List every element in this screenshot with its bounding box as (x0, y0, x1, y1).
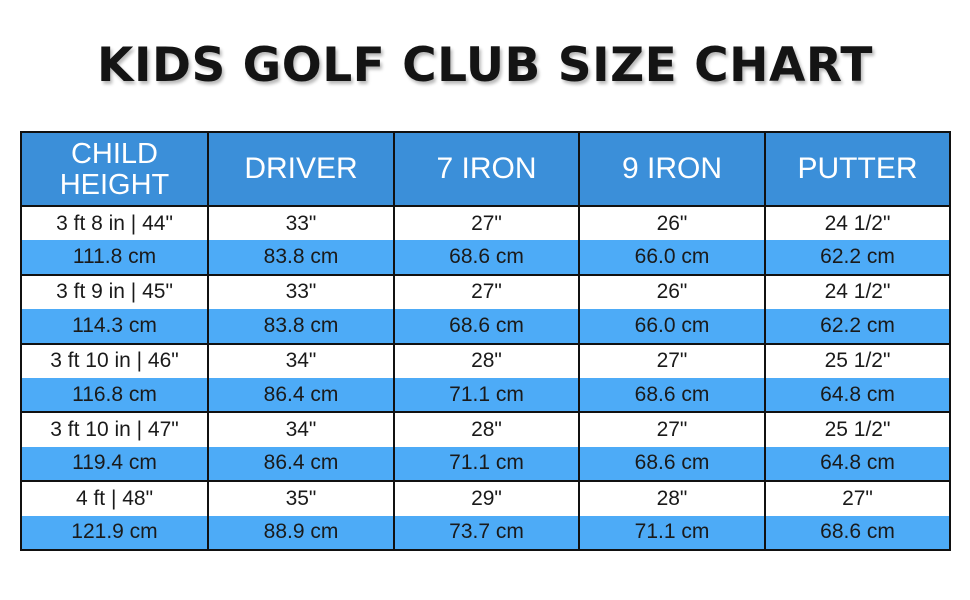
cell-7-iron-imperial: 27" (393, 273, 580, 310)
cell-driver-imperial: 34" (207, 411, 395, 447)
cell-9-iron-metric: 71.1 cm (578, 515, 766, 552)
cell-height-imperial: 3 ft 8 in | 44" (20, 204, 209, 241)
table-row-metric: 114.3 cm 83.8 cm 68.6 cm 66.0 cm 62.2 cm (20, 309, 951, 345)
cell-7-iron-metric: 73.7 cm (393, 515, 580, 552)
table-row-imperial: 4 ft | 48" 35" 29" 28" 27" (20, 480, 951, 516)
table-row-metric: 116.8 cm 86.4 cm 71.1 cm 68.6 cm 64.8 cm (20, 377, 951, 414)
chart-title: KIDS GOLF CLUB SIZE CHART (97, 38, 873, 93)
cell-height-metric: 111.8 cm (20, 240, 209, 276)
header-child-height: CHILD HEIGHT (20, 131, 209, 207)
header-driver: DRIVER (207, 131, 395, 207)
cell-driver-metric: 86.4 cm (207, 446, 395, 483)
cell-putter-imperial: 27" (764, 480, 951, 516)
cell-height-metric: 119.4 cm (20, 446, 209, 483)
cell-7-iron-metric: 71.1 cm (393, 377, 580, 414)
cell-height-imperial: 3 ft 10 in | 46" (20, 342, 209, 378)
cell-9-iron-metric: 68.6 cm (578, 377, 766, 414)
cell-7-iron-metric: 71.1 cm (393, 446, 580, 483)
cell-9-iron-imperial: 27" (578, 342, 766, 378)
cell-driver-metric: 86.4 cm (207, 377, 395, 414)
cell-driver-metric: 83.8 cm (207, 309, 395, 345)
cell-9-iron-metric: 66.0 cm (578, 309, 766, 345)
cell-height-imperial: 4 ft | 48" (20, 480, 209, 516)
cell-driver-imperial: 34" (207, 342, 395, 378)
table-row-imperial: 3 ft 10 in | 47" 34" 28" 27" 25 1/2" (20, 411, 951, 447)
header-row: CHILD HEIGHT DRIVER 7 IRON 9 IRON PUTTER (20, 131, 951, 207)
table-row-imperial: 3 ft 9 in | 45" 33" 27" 26" 24 1/2" (20, 273, 951, 310)
cell-height-imperial: 3 ft 9 in | 45" (20, 273, 209, 310)
cell-height-imperial: 3 ft 10 in | 47" (20, 411, 209, 447)
cell-putter-imperial: 25 1/2" (764, 411, 951, 447)
header-child-height-line1: CHILD (70, 138, 158, 170)
cell-7-iron-imperial: 27" (393, 204, 580, 241)
table-row-metric: 111.8 cm 83.8 cm 68.6 cm 66.0 cm 62.2 cm (20, 240, 951, 276)
cell-putter-imperial: 24 1/2" (764, 273, 951, 310)
cell-height-metric: 116.8 cm (20, 377, 209, 414)
cell-7-iron-imperial: 29" (393, 480, 580, 516)
cell-7-iron-metric: 68.6 cm (393, 240, 580, 276)
cell-putter-metric: 62.2 cm (764, 309, 951, 345)
cell-driver-imperial: 33" (207, 204, 395, 241)
cell-7-iron-imperial: 28" (393, 411, 580, 447)
header-putter: PUTTER (764, 131, 951, 207)
cell-putter-metric: 64.8 cm (764, 446, 951, 483)
table-row-imperial: 3 ft 8 in | 44" 33" 27" 26" 24 1/2" (20, 204, 951, 241)
cell-7-iron-metric: 68.6 cm (393, 309, 580, 345)
cell-9-iron-metric: 66.0 cm (578, 240, 766, 276)
cell-height-metric: 114.3 cm (20, 309, 209, 345)
cell-driver-imperial: 33" (207, 273, 395, 310)
table-row-metric: 121.9 cm 88.9 cm 73.7 cm 71.1 cm 68.6 cm (20, 515, 951, 552)
header-child-height-line2: HEIGHT (59, 169, 170, 201)
cell-9-iron-metric: 68.6 cm (578, 446, 766, 483)
table-row-imperial: 3 ft 10 in | 46" 34" 28" 27" 25 1/2" (20, 342, 951, 378)
table-row-metric: 119.4 cm 86.4 cm 71.1 cm 68.6 cm 64.8 cm (20, 446, 951, 483)
cell-7-iron-imperial: 28" (393, 342, 580, 378)
cell-9-iron-imperial: 26" (578, 204, 766, 241)
cell-driver-imperial: 35" (207, 480, 395, 516)
cell-height-metric: 121.9 cm (20, 515, 209, 552)
size-chart-table: CHILD HEIGHT DRIVER 7 IRON 9 IRON PUTTER… (20, 131, 951, 552)
header-7-iron: 7 IRON (393, 131, 580, 207)
cell-putter-metric: 68.6 cm (764, 515, 951, 552)
cell-putter-imperial: 24 1/2" (764, 204, 951, 241)
cell-putter-metric: 64.8 cm (764, 377, 951, 414)
cell-driver-metric: 88.9 cm (207, 515, 395, 552)
cell-putter-imperial: 25 1/2" (764, 342, 951, 378)
cell-putter-metric: 62.2 cm (764, 240, 951, 276)
cell-9-iron-imperial: 28" (578, 480, 766, 516)
cell-9-iron-imperial: 26" (578, 273, 766, 310)
cell-driver-metric: 83.8 cm (207, 240, 395, 276)
cell-9-iron-imperial: 27" (578, 411, 766, 447)
header-9-iron: 9 IRON (578, 131, 766, 207)
